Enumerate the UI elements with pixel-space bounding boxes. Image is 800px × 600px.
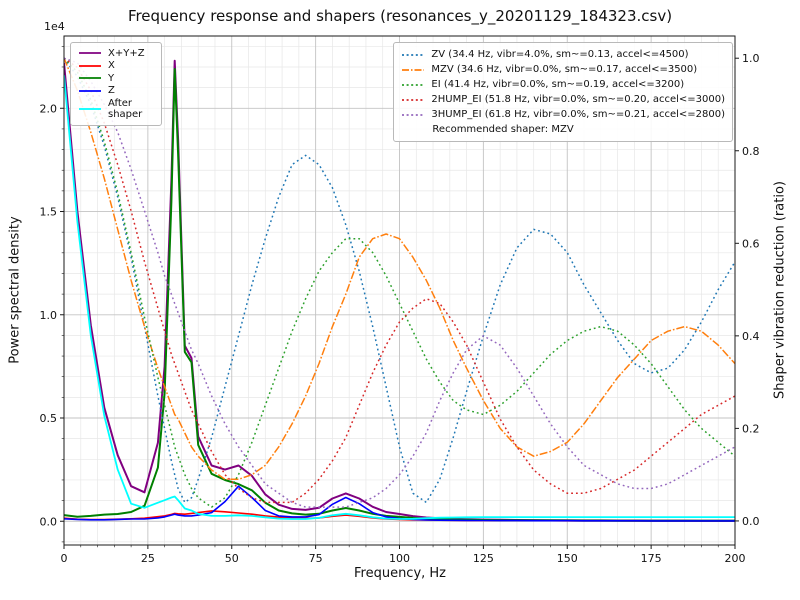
y-left-tick-label: 0.5: [40, 412, 58, 425]
x-tick-label: 100: [389, 552, 410, 565]
legend-item-3hump-ei: 3HUMP_EI (61.8 Hz, vibr=0.0%, sm~=0.21, …: [401, 107, 725, 122]
recommended-shaper-note: Recommended shaper: MZV: [432, 124, 574, 135]
legend-label: Y: [108, 72, 115, 84]
swatch-line: [79, 52, 101, 55]
legend-shapers: ZV (34.4 Hz, vibr=4.0%, sm~=0.13, accel<…: [393, 42, 733, 142]
legend-item-zv: ZV (34.4 Hz, vibr=4.0%, sm~=0.13, accel<…: [401, 47, 725, 62]
shaper-curve-mzv: [64, 57, 735, 481]
line-swatch-mzv: [401, 65, 425, 75]
psd-curve-z: [64, 485, 735, 522]
chart-title: Frequency response and shapers (resonanc…: [127, 7, 673, 25]
x-tick-label: 0: [61, 552, 68, 565]
legend-item-x: X: [78, 60, 154, 73]
x-axis-label: Frequency, Hz: [353, 566, 447, 581]
x-tick-label: 125: [473, 552, 494, 565]
y-axis-offset-text: 1e4: [44, 20, 65, 33]
y-left-tick-label: 1.0: [40, 309, 58, 322]
y-axis-label-left: Power spectral density: [7, 216, 23, 364]
y-left-tick-label: 0.0: [40, 515, 58, 528]
y-left-tick-label: 1.5: [40, 206, 58, 219]
line-swatch-3hump-ei: [401, 110, 425, 120]
shaper-curve-zv: [64, 57, 735, 504]
line-swatch-after-shaper: [78, 104, 102, 114]
y-right-tick-label: 0.2: [742, 422, 760, 435]
x-tick-label: 175: [641, 552, 662, 565]
x-tick-label: 200: [725, 552, 746, 565]
swatch-line: [79, 89, 101, 92]
y-axis-label-right: Shaper vibration reduction (ratio): [772, 181, 788, 399]
swatch-line: [79, 77, 101, 80]
shaper-curve-ei: [64, 57, 735, 508]
line-swatch-y: [78, 73, 102, 83]
swatch-line: [79, 64, 101, 67]
shaper-curve-2hump-ei: [64, 57, 735, 504]
legend-item-2hump-ei: 2HUMP_EI (51.8 Hz, vibr=0.0%, sm~=0.20, …: [401, 92, 725, 107]
line-swatch-xyz: [78, 48, 102, 58]
legend-item-mzv: MZV (34.6 Hz, vibr=0.0%, sm~=0.17, accel…: [401, 62, 725, 77]
y-right-tick-label: 0.4: [742, 330, 760, 343]
legend-item-ei: EI (41.4 Hz, vibr=0.0%, sm~=0.19, accel<…: [401, 77, 725, 92]
line-swatch-zv: [401, 50, 425, 60]
x-tick-label: 50: [225, 552, 239, 565]
x-tick-label: 25: [141, 552, 155, 565]
swatch-line: [79, 108, 101, 110]
y-right-tick-label: 1.0: [742, 52, 760, 65]
swatch-line: [402, 113, 425, 116]
legend-label: X+Y+Z: [108, 47, 145, 59]
legend-label: 2HUMP_EI (51.8 Hz, vibr=0.0%, sm~=0.20, …: [431, 93, 725, 105]
line-swatch-2hump-ei: [401, 95, 425, 105]
y-right-tick-label: 0.0: [742, 515, 760, 528]
curves-group: [64, 57, 735, 522]
legend-item-xyz: X+Y+Z: [78, 47, 154, 60]
legend-label: X: [108, 60, 115, 71]
y-right-tick-label: 0.6: [742, 237, 760, 250]
legend-label: Z: [108, 85, 115, 96]
legend-item-z: Z: [78, 85, 154, 98]
line-swatch-ei: [401, 80, 425, 90]
swatch-line: [402, 53, 425, 56]
line-swatch-z: [78, 86, 102, 96]
legend-item-after-shaper: After shaper: [78, 97, 154, 121]
swatch-line: [402, 98, 425, 101]
y-left-tick-label: 2.0: [40, 102, 58, 115]
line-swatch-x: [78, 61, 102, 71]
legend-label: MZV (34.6 Hz, vibr=0.0%, sm~=0.17, accel…: [431, 63, 698, 75]
swatch-line: [402, 68, 425, 71]
psd-curve-after-shaper: [64, 75, 735, 520]
legend-label: ZV (34.4 Hz, vibr=4.0%, sm~=0.13, accel<…: [431, 48, 689, 60]
legend-label: 3HUMP_EI (61.8 Hz, vibr=0.0%, sm~=0.21, …: [431, 108, 725, 120]
legend-label: After shaper: [108, 97, 143, 121]
x-tick-label: 75: [309, 552, 323, 565]
y-right-tick-label: 0.8: [742, 145, 760, 158]
legend-item-y: Y: [78, 72, 154, 85]
x-tick-label: 150: [557, 552, 578, 565]
swatch-line: [402, 83, 425, 86]
legend-psd: X+Y+Z X Y Z After shaper: [70, 42, 162, 126]
legend-label: EI (41.4 Hz, vibr=0.0%, sm~=0.19, accel<…: [431, 78, 685, 90]
